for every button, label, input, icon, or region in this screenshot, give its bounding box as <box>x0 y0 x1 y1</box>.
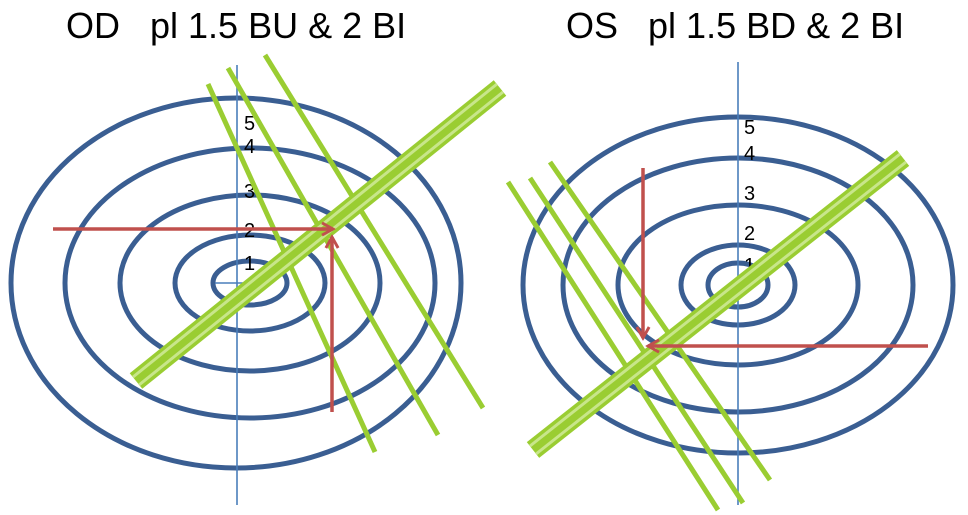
od-ring-3 <box>117 192 383 374</box>
od-lens-line-3 <box>262 53 486 410</box>
od-prism-band-highlight-2 <box>138 90 504 387</box>
od-diagram: 5 4 3 2 1 <box>8 53 507 505</box>
os-panel-title: OS pl 1.5 BD & 2 BI <box>566 5 905 46</box>
od-ring-5 <box>8 95 464 471</box>
os-lens-line-1 <box>505 180 721 512</box>
od-target-rings <box>8 95 464 471</box>
os-lens-line-2 <box>527 176 746 505</box>
od-ring-label-4: 4 <box>244 136 255 158</box>
od-ring-2 <box>172 232 328 334</box>
od-ring-4 <box>62 145 438 421</box>
os-ring-label-1: 1 <box>744 255 755 277</box>
os-lens-line-3 <box>547 160 773 482</box>
os-prism-base-band <box>526 150 910 458</box>
od-panel-title: OD pl 1.5 BU & 2 BI <box>66 5 407 46</box>
os-prism-band-highlight <box>529 152 901 448</box>
os-prism-band-highlight-2 <box>535 160 907 456</box>
os-ring-label-5: 5 <box>744 117 755 139</box>
od-ring-label-2: 2 <box>244 220 255 242</box>
os-prism-band <box>526 150 910 458</box>
od-ring-label-3: 3 <box>244 181 255 203</box>
od-ring-label-1: 1 <box>244 253 255 275</box>
od-ring-1 <box>210 258 290 308</box>
os-lens-axis-lines <box>505 160 773 512</box>
od-prism-band <box>129 80 507 389</box>
od-ring-label-5: 5 <box>244 113 255 135</box>
os-ring-label-2: 2 <box>744 223 755 245</box>
os-ring-label-4: 4 <box>744 143 755 165</box>
os-ring-label-3: 3 <box>744 183 755 205</box>
os-diagram: 5 4 3 2 1 <box>505 62 956 512</box>
